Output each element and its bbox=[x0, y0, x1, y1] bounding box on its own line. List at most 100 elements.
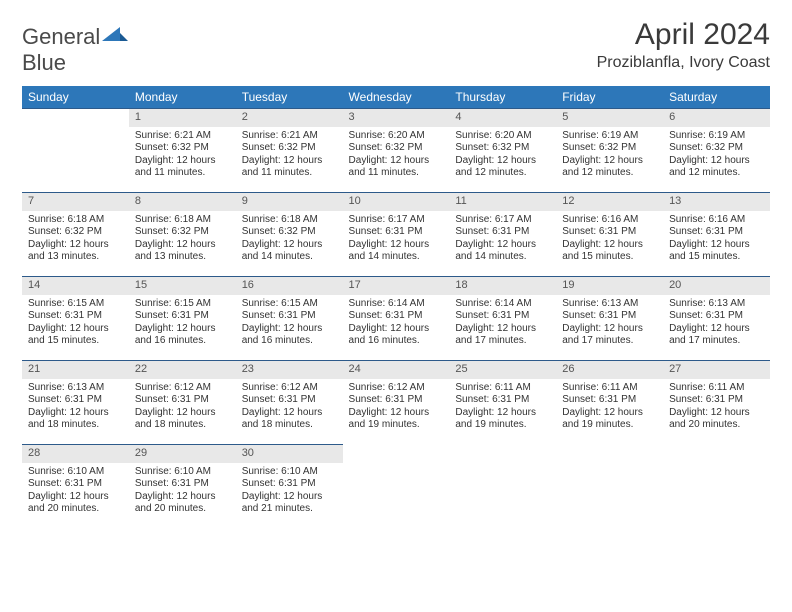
day-info-line: Sunset: 6:32 PM bbox=[669, 142, 764, 155]
day-info-line: Sunset: 6:32 PM bbox=[349, 142, 444, 155]
day-info-line: Sunset: 6:32 PM bbox=[135, 226, 230, 239]
day-info: Sunrise: 6:20 AMSunset: 6:32 PMDaylight:… bbox=[449, 127, 556, 186]
day-info: Sunrise: 6:14 AMSunset: 6:31 PMDaylight:… bbox=[343, 295, 450, 354]
calendar-week-row: 28Sunrise: 6:10 AMSunset: 6:31 PMDayligh… bbox=[22, 444, 770, 528]
day-info-line: Sunset: 6:31 PM bbox=[455, 226, 550, 239]
day-info: Sunrise: 6:17 AMSunset: 6:31 PMDaylight:… bbox=[449, 211, 556, 270]
calendar-day-cell: 5Sunrise: 6:19 AMSunset: 6:32 PMDaylight… bbox=[556, 108, 663, 192]
day-number: 1 bbox=[129, 108, 236, 127]
day-info-line: and 14 minutes. bbox=[242, 251, 337, 264]
day-info-line: Sunset: 6:31 PM bbox=[562, 394, 657, 407]
day-info: Sunrise: 6:17 AMSunset: 6:31 PMDaylight:… bbox=[343, 211, 450, 270]
header: General Blue April 2024 Proziblanfla, Iv… bbox=[22, 18, 770, 76]
day-info-line: Daylight: 12 hours bbox=[562, 323, 657, 336]
day-number: 14 bbox=[22, 276, 129, 295]
day-info-line: Daylight: 12 hours bbox=[349, 239, 444, 252]
day-number: 18 bbox=[449, 276, 556, 295]
day-number: 6 bbox=[663, 108, 770, 127]
day-info: Sunrise: 6:18 AMSunset: 6:32 PMDaylight:… bbox=[129, 211, 236, 270]
day-info-line: and 20 minutes. bbox=[28, 503, 123, 516]
day-info-line: Daylight: 12 hours bbox=[455, 155, 550, 168]
day-info-line: and 19 minutes. bbox=[455, 419, 550, 432]
day-info-line: Sunrise: 6:12 AM bbox=[349, 382, 444, 395]
day-number: 11 bbox=[449, 192, 556, 211]
logo-text-general: General bbox=[22, 24, 100, 49]
day-info-line: and 18 minutes. bbox=[28, 419, 123, 432]
calendar-day-cell: 18Sunrise: 6:14 AMSunset: 6:31 PMDayligh… bbox=[449, 276, 556, 360]
day-info-line: Sunrise: 6:15 AM bbox=[135, 298, 230, 311]
day-number: 29 bbox=[129, 444, 236, 463]
day-info-line: Daylight: 12 hours bbox=[28, 491, 123, 504]
day-info-line: Sunrise: 6:13 AM bbox=[669, 298, 764, 311]
day-info-line: Daylight: 12 hours bbox=[455, 239, 550, 252]
day-info-line: Daylight: 12 hours bbox=[135, 491, 230, 504]
title-block: April 2024 Proziblanfla, Ivory Coast bbox=[597, 18, 770, 72]
day-info: Sunrise: 6:21 AMSunset: 6:32 PMDaylight:… bbox=[129, 127, 236, 186]
weekday-header: Thursday bbox=[449, 86, 556, 108]
calendar-day-cell: 26Sunrise: 6:11 AMSunset: 6:31 PMDayligh… bbox=[556, 360, 663, 444]
day-number: 9 bbox=[236, 192, 343, 211]
day-info-line: Sunset: 6:31 PM bbox=[135, 478, 230, 491]
day-info-line: Sunrise: 6:11 AM bbox=[455, 382, 550, 395]
day-info-line: Sunset: 6:32 PM bbox=[455, 142, 550, 155]
day-number: 21 bbox=[22, 360, 129, 379]
day-info-line: Daylight: 12 hours bbox=[135, 155, 230, 168]
calendar-day-cell: 11Sunrise: 6:17 AMSunset: 6:31 PMDayligh… bbox=[449, 192, 556, 276]
day-info-line: Sunrise: 6:21 AM bbox=[242, 130, 337, 143]
calendar-day-cell bbox=[663, 444, 770, 528]
logo: General Blue bbox=[22, 24, 128, 76]
day-info-line: and 20 minutes. bbox=[135, 503, 230, 516]
day-info: Sunrise: 6:19 AMSunset: 6:32 PMDaylight:… bbox=[663, 127, 770, 186]
day-info: Sunrise: 6:18 AMSunset: 6:32 PMDaylight:… bbox=[236, 211, 343, 270]
day-info-line: Sunrise: 6:15 AM bbox=[242, 298, 337, 311]
day-info-line: Sunrise: 6:13 AM bbox=[28, 382, 123, 395]
day-info: Sunrise: 6:21 AMSunset: 6:32 PMDaylight:… bbox=[236, 127, 343, 186]
day-info-line: Daylight: 12 hours bbox=[562, 155, 657, 168]
day-info-line: Sunset: 6:31 PM bbox=[455, 394, 550, 407]
calendar-day-cell: 15Sunrise: 6:15 AMSunset: 6:31 PMDayligh… bbox=[129, 276, 236, 360]
day-info-line: Sunrise: 6:16 AM bbox=[669, 214, 764, 227]
day-info-line: Sunrise: 6:16 AM bbox=[562, 214, 657, 227]
calendar-day-cell: 16Sunrise: 6:15 AMSunset: 6:31 PMDayligh… bbox=[236, 276, 343, 360]
calendar-table: SundayMondayTuesdayWednesdayThursdayFrid… bbox=[22, 86, 770, 528]
day-info: Sunrise: 6:16 AMSunset: 6:31 PMDaylight:… bbox=[663, 211, 770, 270]
day-info-line: Daylight: 12 hours bbox=[135, 239, 230, 252]
day-info: Sunrise: 6:15 AMSunset: 6:31 PMDaylight:… bbox=[22, 295, 129, 354]
day-info-line: and 12 minutes. bbox=[669, 167, 764, 180]
day-info-line: Daylight: 12 hours bbox=[242, 239, 337, 252]
day-info: Sunrise: 6:10 AMSunset: 6:31 PMDaylight:… bbox=[129, 463, 236, 522]
day-info-line: and 11 minutes. bbox=[242, 167, 337, 180]
day-info-line: Daylight: 12 hours bbox=[242, 323, 337, 336]
day-info-line: Sunrise: 6:14 AM bbox=[455, 298, 550, 311]
day-info-line: Sunset: 6:32 PM bbox=[135, 142, 230, 155]
day-info: Sunrise: 6:11 AMSunset: 6:31 PMDaylight:… bbox=[556, 379, 663, 438]
calendar-day-cell: 13Sunrise: 6:16 AMSunset: 6:31 PMDayligh… bbox=[663, 192, 770, 276]
day-info: Sunrise: 6:18 AMSunset: 6:32 PMDaylight:… bbox=[22, 211, 129, 270]
day-info-line: Sunrise: 6:18 AM bbox=[135, 214, 230, 227]
day-info-line: Daylight: 12 hours bbox=[669, 407, 764, 420]
calendar-day-cell: 24Sunrise: 6:12 AMSunset: 6:31 PMDayligh… bbox=[343, 360, 450, 444]
day-info-line: Sunrise: 6:14 AM bbox=[349, 298, 444, 311]
day-info-line: Sunrise: 6:12 AM bbox=[135, 382, 230, 395]
day-number: 20 bbox=[663, 276, 770, 295]
calendar-day-cell bbox=[22, 108, 129, 192]
day-number: 26 bbox=[556, 360, 663, 379]
day-info-line: and 13 minutes. bbox=[135, 251, 230, 264]
day-info-line: Sunset: 6:31 PM bbox=[669, 394, 764, 407]
day-info-line: Sunrise: 6:15 AM bbox=[28, 298, 123, 311]
day-number: 7 bbox=[22, 192, 129, 211]
day-number: 17 bbox=[343, 276, 450, 295]
calendar-day-cell: 20Sunrise: 6:13 AMSunset: 6:31 PMDayligh… bbox=[663, 276, 770, 360]
calendar-day-cell: 8Sunrise: 6:18 AMSunset: 6:32 PMDaylight… bbox=[129, 192, 236, 276]
day-number-empty bbox=[22, 108, 129, 127]
calendar-day-cell: 29Sunrise: 6:10 AMSunset: 6:31 PMDayligh… bbox=[129, 444, 236, 528]
calendar-day-cell bbox=[449, 444, 556, 528]
day-info: Sunrise: 6:14 AMSunset: 6:31 PMDaylight:… bbox=[449, 295, 556, 354]
calendar-week-row: 21Sunrise: 6:13 AMSunset: 6:31 PMDayligh… bbox=[22, 360, 770, 444]
day-info-line: Sunrise: 6:10 AM bbox=[28, 466, 123, 479]
day-info-line: and 21 minutes. bbox=[242, 503, 337, 516]
day-info-line: Daylight: 12 hours bbox=[135, 407, 230, 420]
day-number: 25 bbox=[449, 360, 556, 379]
day-info-line: Sunset: 6:32 PM bbox=[28, 226, 123, 239]
calendar-day-cell: 25Sunrise: 6:11 AMSunset: 6:31 PMDayligh… bbox=[449, 360, 556, 444]
